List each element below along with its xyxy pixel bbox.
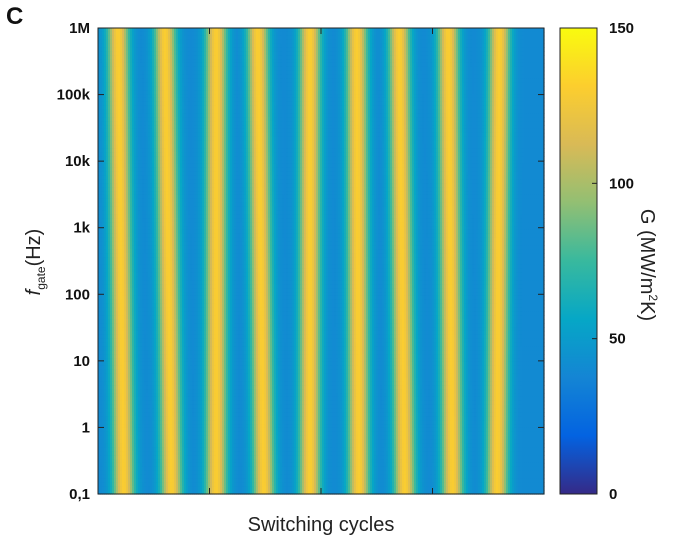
- heatmap-figure: C 0,11101001k10k100k1M fgate(Hz) Switchi…: [0, 0, 700, 546]
- heatmap-plot-area: [98, 28, 545, 495]
- panel-label: C: [6, 3, 23, 30]
